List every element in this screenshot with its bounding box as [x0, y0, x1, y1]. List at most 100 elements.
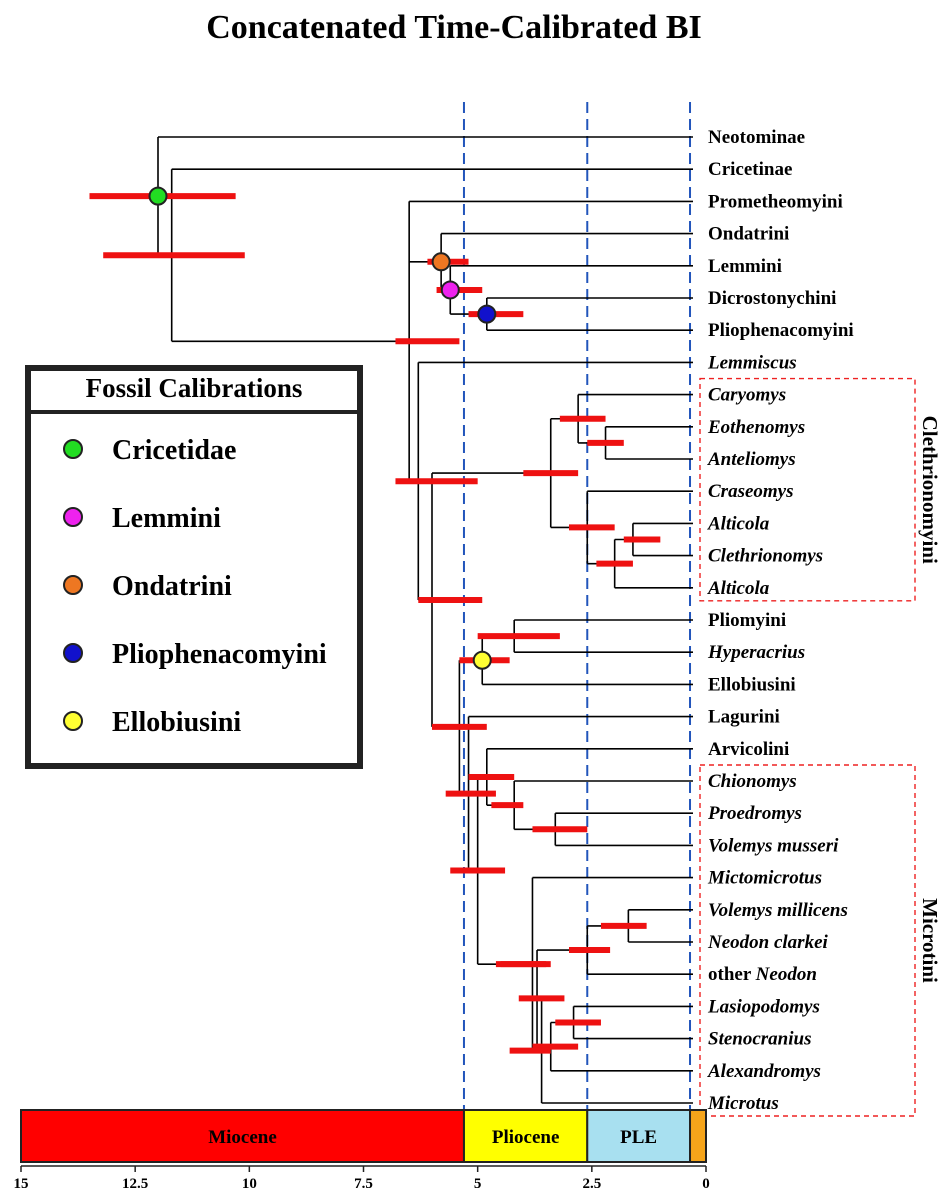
- clade-label: Microtini: [918, 898, 942, 983]
- tip-label: Lasiopodomys: [707, 996, 820, 1017]
- tip-label: Volemys musseri: [708, 835, 839, 856]
- tip-label: Stenocranius: [708, 1029, 811, 1050]
- legend-marker-icon: [63, 439, 83, 459]
- tip-label-name: Ellobiusini: [708, 674, 796, 695]
- legend-item-label: Ondatrini: [112, 571, 232, 602]
- tip-label: Dicrostonychini: [708, 288, 836, 309]
- tip-label-name: Craseomys: [708, 481, 794, 502]
- time-axis-tick-label: 12.5: [122, 1176, 148, 1192]
- epoch-boundary-lines: [462, 102, 692, 1110]
- legend-marker-icon: [63, 575, 83, 595]
- timescale: Miocene Pliocene PLE 15 12.5 10 7.5 5 2.5 0: [14, 1109, 710, 1192]
- calibration-markers: [148, 186, 497, 670]
- tip-label: Chionomys: [708, 771, 797, 792]
- time-axis-tick-label: 0: [702, 1176, 710, 1192]
- tip-label-name: Microtus: [707, 1093, 779, 1114]
- calibration-marker-icon: [472, 650, 492, 670]
- tip-label: Cricetinae: [708, 159, 792, 180]
- tip-label: other Neodon: [708, 964, 817, 985]
- tip-label-name: Caryomys: [708, 385, 786, 406]
- tip-label-name: Volemys musseri: [708, 835, 839, 856]
- tip-label: Anteliomys: [707, 449, 796, 470]
- tip-label: Prometheomyini: [708, 191, 843, 212]
- tip-label-name: Chionomys: [708, 771, 797, 792]
- tip-label-name: Alticola: [707, 578, 770, 599]
- tip-label: Alticola: [707, 513, 770, 534]
- epoch-label: Pliocene: [492, 1127, 560, 1148]
- tip-label: Lemmiscus: [707, 352, 797, 373]
- legend-items: Cricetidae Lemmini Ondatrini Pliophenacomyi…: [63, 435, 327, 738]
- tip-label-prefix: other: [708, 964, 756, 985]
- epoch-label: PLE: [620, 1127, 657, 1148]
- calibration-marker-icon: [440, 280, 460, 300]
- tip-label: Caryomys: [708, 385, 786, 406]
- time-axis-tick-label: 5: [474, 1176, 482, 1192]
- tip-label-name: Alexandromys: [707, 1061, 821, 1082]
- tip-label-name: Neodon clarkei: [707, 932, 829, 953]
- tip-label: Lagurini: [708, 707, 780, 728]
- tip-label: Arvicolini: [708, 739, 789, 760]
- tip-label: Ondatrini: [708, 224, 789, 245]
- tip-label-name: Arvicolini: [708, 739, 789, 760]
- tip-label: Craseomys: [708, 481, 794, 502]
- legend-item-label: Cricetidae: [112, 435, 236, 466]
- clade-label: Clethrionomyini: [918, 416, 942, 564]
- tip-label-name: Lasiopodomys: [707, 996, 820, 1017]
- time-axis-tick-label: 10: [242, 1176, 257, 1192]
- tip-label-name: Neotominae: [708, 127, 805, 148]
- legend-item-label: Ellobiusini: [112, 707, 241, 738]
- tip-label: Lemmini: [708, 256, 782, 277]
- calibration-marker-icon: [477, 304, 497, 324]
- tip-label: Ellobiusini: [708, 674, 796, 695]
- clade-boxes: Clethrionomyini Microtini: [699, 377, 942, 1117]
- tip-label: Eothenomys: [707, 417, 805, 438]
- tip-label-name: Neodon: [755, 964, 817, 985]
- tip-label: Pliophenacomyini: [708, 320, 854, 341]
- tip-label-name: Proedromys: [707, 803, 802, 824]
- time-axis-tick-label: 7.5: [354, 1176, 373, 1192]
- calibration-marker-icon: [431, 252, 451, 272]
- time-axis-tick-label: 15: [14, 1176, 29, 1192]
- tip-label-name: Mictomicrotus: [707, 868, 822, 889]
- tip-label: Clethrionomys: [708, 546, 823, 567]
- tip-label: Volemys millicens: [708, 900, 848, 921]
- tip-label: Alticola: [707, 578, 770, 599]
- tip-label-name: Anteliomys: [707, 449, 796, 470]
- calibration-marker-icon: [148, 186, 168, 206]
- tip-label-name: Lemmini: [708, 256, 782, 277]
- legend-marker-icon: [63, 711, 83, 731]
- tip-label: Neotominae: [708, 127, 805, 148]
- time-axis-tick-label: 2.5: [582, 1176, 601, 1192]
- tip-label: Microtus: [707, 1093, 779, 1114]
- tip-label-name: Pliomyini: [708, 610, 786, 631]
- tip-label-name: Clethrionomys: [708, 546, 823, 567]
- legend-item-label: Lemmini: [112, 503, 221, 534]
- tip-label: Proedromys: [707, 803, 802, 824]
- tip-label-name: Ondatrini: [708, 224, 789, 245]
- tip-label-name: Lemmiscus: [707, 352, 797, 373]
- legend-frame: [25, 365, 363, 769]
- hpd-bars: [89, 193, 661, 1054]
- tip-label-name: Alticola: [707, 513, 770, 534]
- tip-labels: Neotominae Cricetinae Prometheomyini Ondatr…: [707, 127, 854, 1114]
- tip-label-name: Eothenomys: [707, 417, 805, 438]
- legend-box: Fossil Calibrations Cricetidae Lemmini Ond…: [25, 365, 363, 769]
- epoch-label: Miocene: [208, 1127, 277, 1148]
- tip-label-name: Hyperacrius: [707, 642, 805, 663]
- legend-title: Fossil Calibrations: [86, 373, 303, 403]
- tip-label-name: Volemys millicens: [708, 900, 848, 921]
- tip-label-name: Lagurini: [708, 707, 780, 728]
- tip-label-name: Cricetinae: [708, 159, 792, 180]
- tip-label: Alexandromys: [707, 1061, 821, 1082]
- tip-label: Neodon clarkei: [707, 932, 829, 953]
- figure-title: Concatenated Time-Calibrated BI: [206, 9, 702, 46]
- legend-marker-icon: [63, 643, 83, 663]
- tip-label-name: Pliophenacomyini: [708, 320, 854, 341]
- clade-box: [699, 377, 916, 602]
- tip-label-name: Dicrostonychini: [708, 288, 836, 309]
- tip-label-name: Stenocranius: [708, 1029, 811, 1050]
- legend-marker-icon: [63, 507, 83, 527]
- clade-box: [699, 764, 916, 1117]
- tip-label-name: Prometheomyini: [708, 191, 843, 212]
